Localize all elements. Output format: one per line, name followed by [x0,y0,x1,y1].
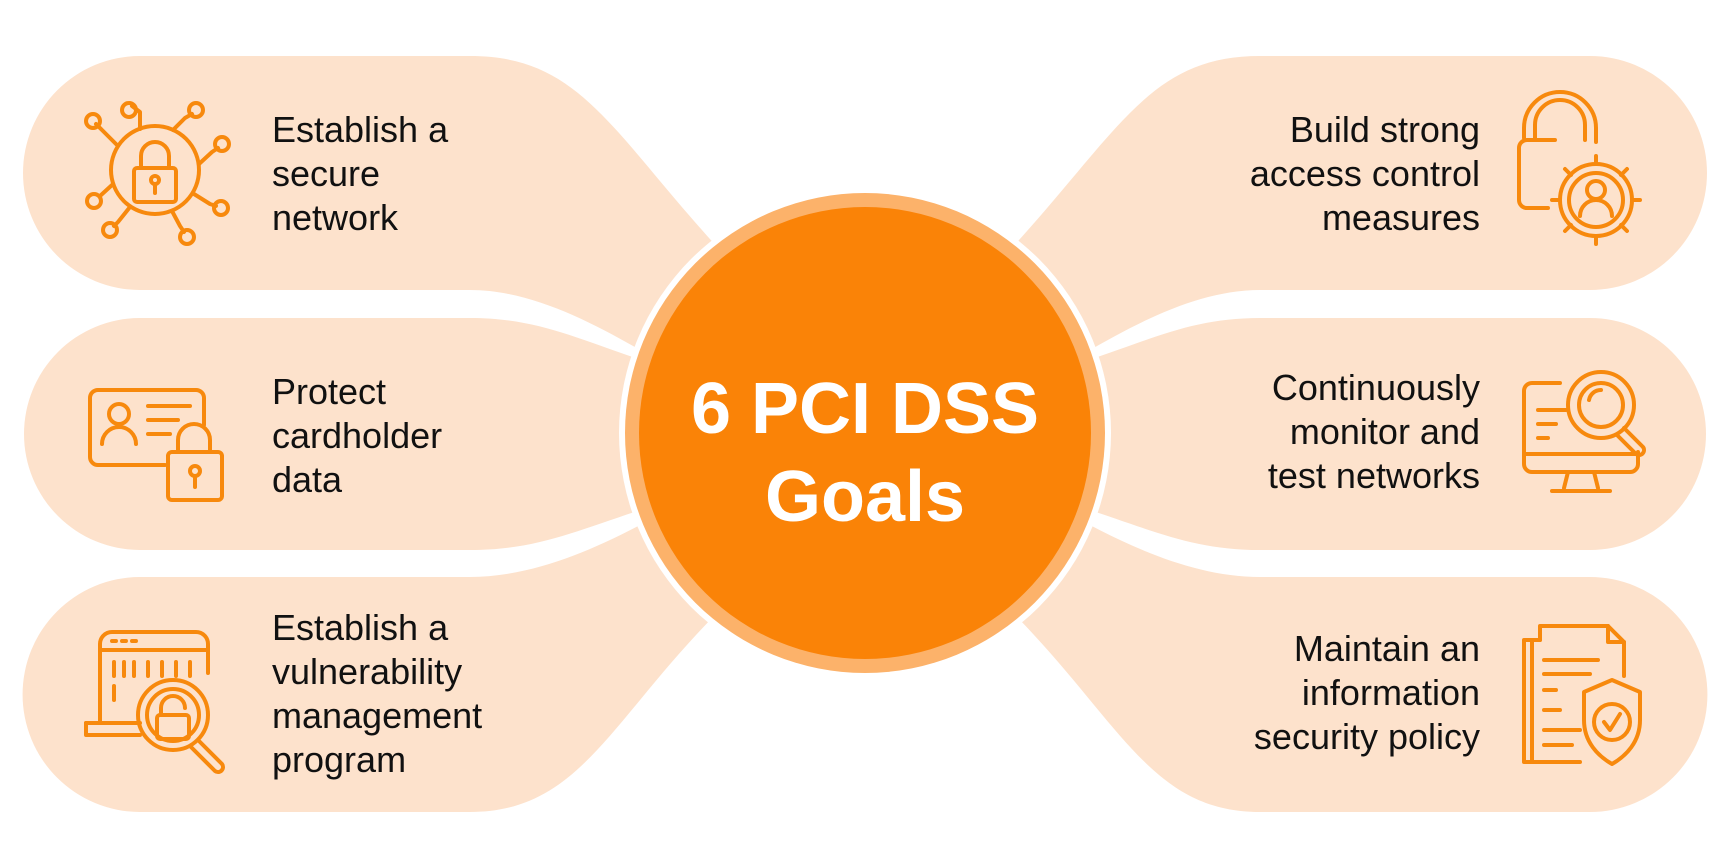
security-policy-icon [1522,624,1642,766]
center-title: 6 PCI DSS Goals [690,369,1040,537]
goal-label-vulnerability-management: Establish a vulnerability management pro… [272,607,483,780]
center-hub [619,187,1111,679]
center-circle [639,207,1091,659]
goal-label-network-monitoring: Continuously monitor and test networks [1267,367,1480,496]
goal-label-access-control: Build strong access control measures [1249,109,1480,238]
vulnerability-management-icon [84,630,225,774]
petal-cardholder-data [24,318,730,550]
goal-label-secure-network: Establish a secure network [272,109,449,238]
goal-label-cardholder-data: Protect cardholder data [272,371,443,500]
goal-label-security-policy: Maintain an information security policy [1253,628,1480,757]
petal-network-monitoring [1000,318,1706,550]
petal-secure-network [23,56,720,395]
cardholder-data-icon [88,388,224,502]
secure-network-icon [84,101,231,246]
network-monitoring-icon [1522,370,1646,493]
access-control-icon [1517,90,1642,246]
